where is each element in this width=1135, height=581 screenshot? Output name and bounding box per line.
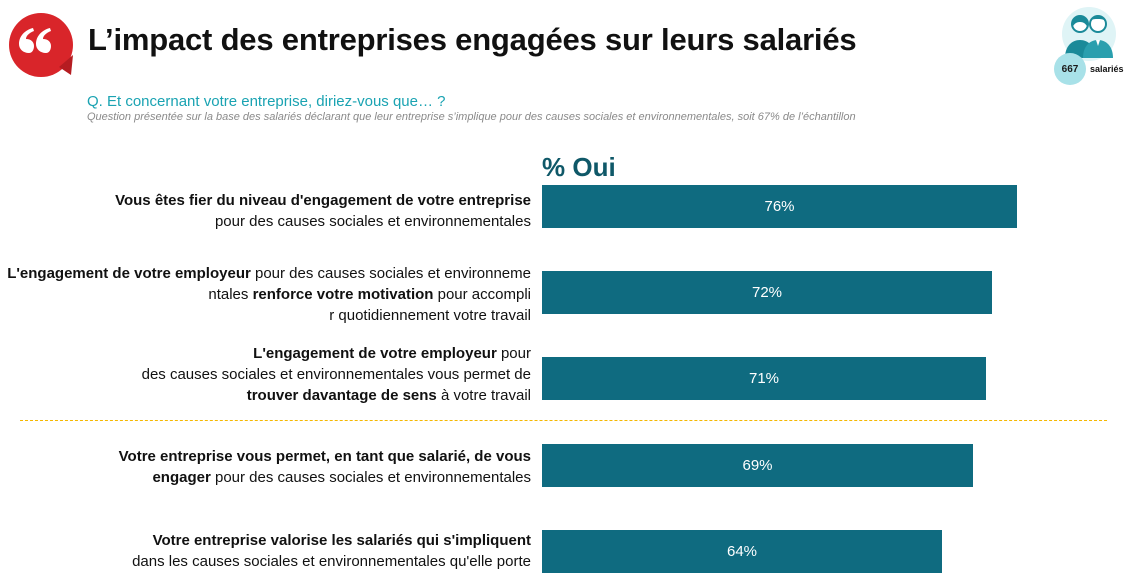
bar: 76% bbox=[542, 185, 1017, 228]
category-label: L'engagement de votre employeur pour des… bbox=[7, 265, 531, 324]
category-label: Votre entreprise vous permet, en tant qu… bbox=[118, 448, 531, 486]
data-label: 76% bbox=[764, 198, 795, 215]
page-title: L’impact des entreprises engagées sur le… bbox=[88, 22, 857, 57]
bar: 71% bbox=[542, 357, 986, 400]
sample-count-badge: 667 bbox=[1054, 53, 1086, 85]
category-label: Vous êtes fier du niveau d'engagement de… bbox=[115, 192, 531, 230]
data-label: 64% bbox=[726, 543, 758, 560]
data-label: 71% bbox=[748, 370, 780, 387]
bar: 69% bbox=[542, 444, 973, 487]
data-label: 72% bbox=[751, 284, 783, 301]
data-label: 69% bbox=[742, 457, 773, 474]
section-separator bbox=[20, 420, 1107, 421]
question-text: Q. Et concernant votre entreprise, dirie… bbox=[87, 93, 446, 110]
sample-count-label: salariés bbox=[1090, 64, 1124, 74]
employees-icon bbox=[1060, 6, 1118, 62]
category-label: Votre entreprise valorise les salariés q… bbox=[132, 532, 531, 570]
bar: 72% bbox=[542, 271, 992, 314]
category-label: L'engagement de votre employeur pour des… bbox=[141, 345, 531, 404]
column-header: % Oui bbox=[542, 152, 616, 182]
bar: 64% bbox=[542, 530, 942, 573]
quote-icon bbox=[9, 13, 73, 77]
question-note: Question présentée sur la base des salar… bbox=[87, 111, 856, 123]
